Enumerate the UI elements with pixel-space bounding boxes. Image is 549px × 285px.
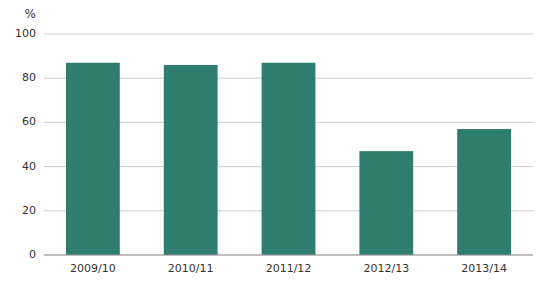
bar	[262, 63, 316, 255]
bar	[164, 65, 218, 255]
grid-line	[44, 34, 533, 35]
y-tick-label: 0	[29, 248, 36, 261]
chart: 0 20 40 60 80 100% 2009/10 2010/11 2011/12 2012/1…	[0, 0, 549, 285]
x-tick-label: 2011/12	[266, 262, 312, 275]
x-tick-label: 2013/14	[461, 262, 507, 275]
x-tick-label: 2009/10	[70, 262, 116, 275]
y-tick-label: 80	[22, 71, 36, 84]
y-tick-label: 60	[22, 115, 36, 128]
bar	[359, 151, 413, 255]
y-tick-label: 100	[15, 27, 36, 40]
chart-container: 0 20 40 60 80 100% 2009/10 2010/11 2011/12 2012/1…	[0, 0, 549, 285]
y-axis-label: %	[25, 7, 36, 21]
y-tick-label: 20	[22, 204, 36, 217]
y-tick-label: 40	[22, 160, 36, 173]
bars	[66, 63, 511, 255]
bar	[66, 63, 120, 255]
x-tick-label: 2010/11	[168, 262, 214, 275]
grid-line	[44, 255, 533, 256]
grid	[44, 34, 533, 255]
x-axis: 2009/10 2010/11 2011/12 2012/13 2013/14	[70, 262, 507, 275]
y-axis: 0 20 40 60 80 100	[15, 27, 36, 261]
x-axis-line	[44, 255, 533, 256]
x-tick-label: 2012/13	[363, 262, 409, 275]
bar	[457, 129, 511, 255]
